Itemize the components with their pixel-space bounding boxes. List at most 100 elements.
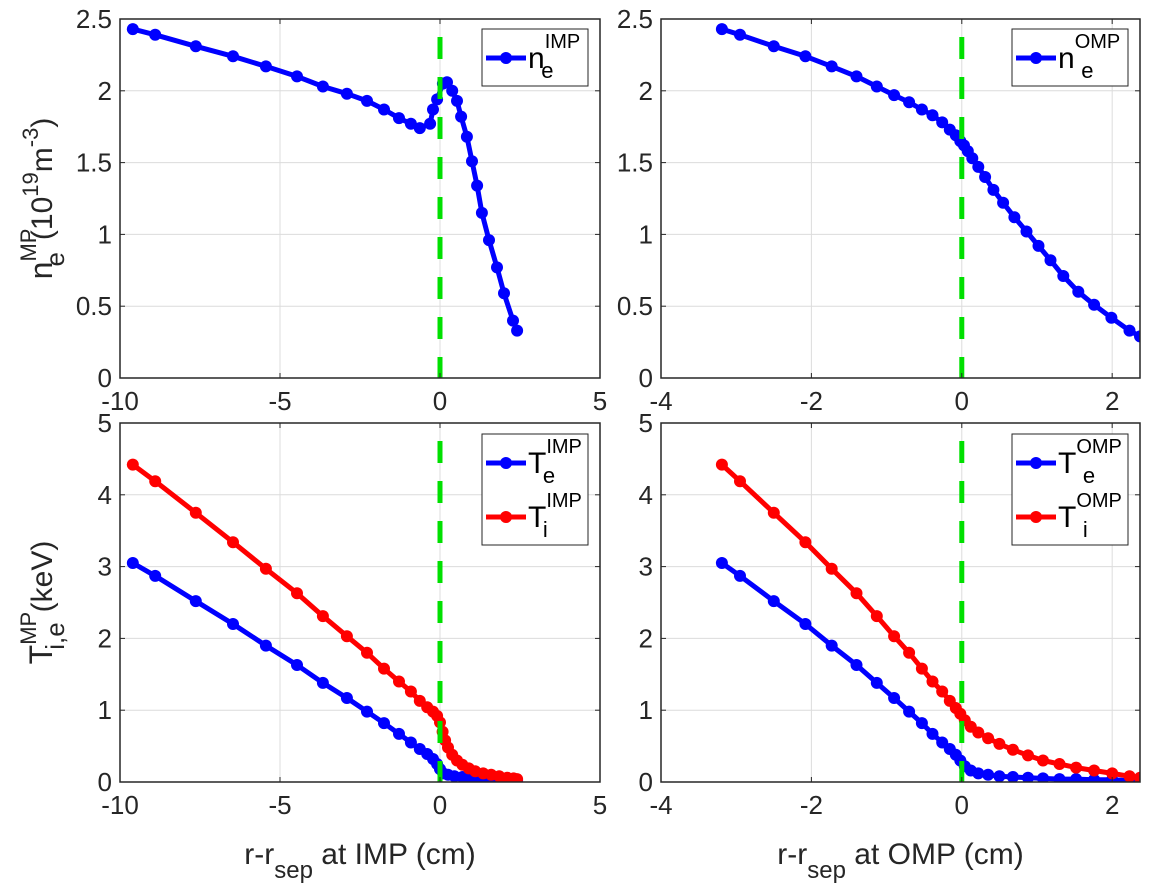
data-point bbox=[507, 314, 519, 327]
series-group bbox=[715, 441, 1140, 782]
data-point bbox=[1053, 758, 1066, 770]
data-point bbox=[291, 70, 303, 83]
data-point bbox=[850, 70, 863, 83]
data-point bbox=[511, 773, 524, 782]
data-point bbox=[888, 692, 901, 704]
data-point bbox=[767, 40, 780, 53]
data-point bbox=[393, 727, 405, 740]
legend: nIMP e bbox=[481, 28, 589, 87]
data-point bbox=[340, 692, 353, 704]
data-point bbox=[767, 595, 780, 608]
legend-box bbox=[1011, 433, 1129, 546]
data-point bbox=[126, 557, 139, 569]
data-point bbox=[926, 109, 939, 122]
data-point bbox=[870, 610, 883, 623]
legend-marker bbox=[1030, 457, 1042, 469]
x-tick-label: 0 bbox=[955, 386, 969, 416]
data-point bbox=[126, 23, 139, 36]
x-label-subscript: sep bbox=[274, 857, 313, 884]
data-point bbox=[1020, 225, 1033, 238]
y-tick-label: 4 bbox=[98, 480, 112, 510]
data-point bbox=[340, 630, 353, 643]
data-point bbox=[1088, 298, 1101, 311]
data-point bbox=[378, 103, 390, 116]
data-point bbox=[1106, 767, 1119, 780]
legend-label: nOMP e bbox=[1058, 31, 1120, 83]
y-tick-label: 1.5 bbox=[617, 148, 653, 178]
legend-marker bbox=[500, 511, 512, 523]
data-point bbox=[441, 76, 453, 89]
data-point bbox=[734, 569, 746, 582]
data-point bbox=[1070, 773, 1083, 782]
y-tick-label: 1 bbox=[639, 219, 653, 249]
x-tick-label: -5 bbox=[268, 790, 291, 820]
y-tick-label: 1 bbox=[98, 219, 112, 249]
data-point bbox=[997, 196, 1010, 209]
data-point bbox=[903, 705, 916, 718]
data-point bbox=[1006, 771, 1019, 782]
legend-label: nIMP e bbox=[528, 31, 580, 83]
legend-marker bbox=[500, 457, 512, 469]
data-point bbox=[715, 23, 728, 36]
y-label-unit: (keV) bbox=[26, 541, 59, 613]
x-axis-label: r-rsep at OMP (cm) bbox=[777, 838, 1023, 884]
y-tick-label: 3 bbox=[98, 552, 112, 582]
data-point bbox=[926, 675, 939, 688]
data-point bbox=[1123, 324, 1136, 337]
data-point bbox=[491, 261, 503, 274]
data-point bbox=[126, 458, 139, 471]
data-point bbox=[259, 562, 272, 575]
data-point bbox=[291, 659, 303, 671]
y-tick-label: 0 bbox=[98, 363, 112, 393]
legend-marker bbox=[500, 52, 512, 64]
data-point bbox=[850, 587, 863, 600]
y-label-exponent: 19 bbox=[18, 172, 43, 196]
x-tick-label: 5 bbox=[593, 386, 607, 416]
y-tick-label: 2.5 bbox=[76, 4, 112, 34]
x-tick-label: 0 bbox=[433, 790, 447, 820]
data-point bbox=[715, 458, 728, 471]
legend-label: TIMP e bbox=[528, 436, 582, 488]
data-point bbox=[1022, 771, 1034, 782]
data-point bbox=[259, 639, 272, 652]
data-point bbox=[511, 324, 524, 337]
y-label-unit: ) bbox=[26, 118, 59, 128]
data-point bbox=[340, 87, 353, 100]
y-tick-label: 2 bbox=[98, 623, 112, 653]
series-group bbox=[715, 23, 1140, 378]
series-group bbox=[126, 441, 524, 782]
data-point bbox=[993, 737, 1006, 750]
data-point bbox=[475, 206, 488, 219]
series-group bbox=[126, 23, 524, 378]
legend-marker bbox=[1030, 511, 1042, 523]
data-point bbox=[189, 40, 202, 53]
data-point bbox=[1037, 754, 1049, 767]
data-point bbox=[972, 767, 985, 780]
y-tick-label: 2 bbox=[639, 623, 653, 653]
x-label-text: at IMP (cm) bbox=[313, 838, 476, 871]
data-point bbox=[903, 96, 916, 109]
legend-label: TOMP e bbox=[1058, 436, 1122, 488]
legend-subscript: i bbox=[1083, 517, 1088, 542]
data-point bbox=[966, 152, 979, 165]
data-point bbox=[972, 160, 985, 173]
data-point bbox=[404, 736, 417, 749]
y-tick-label: 0.5 bbox=[617, 291, 653, 321]
data-point bbox=[870, 80, 883, 93]
legend-subscript: e bbox=[1083, 463, 1095, 488]
data-point bbox=[291, 587, 303, 600]
data-point bbox=[1006, 743, 1019, 756]
data-point bbox=[799, 50, 812, 63]
data-point bbox=[767, 506, 780, 519]
x-tick-label: 5 bbox=[593, 790, 607, 820]
x-tick-label: -2 bbox=[800, 386, 823, 416]
data-point bbox=[189, 506, 202, 519]
data-point bbox=[378, 662, 390, 675]
data-point bbox=[451, 94, 463, 107]
data-point bbox=[1044, 254, 1057, 267]
legend-subscript: e bbox=[1081, 58, 1093, 83]
legend-superscript: IMP bbox=[546, 436, 582, 458]
legend-marker bbox=[1030, 52, 1042, 64]
